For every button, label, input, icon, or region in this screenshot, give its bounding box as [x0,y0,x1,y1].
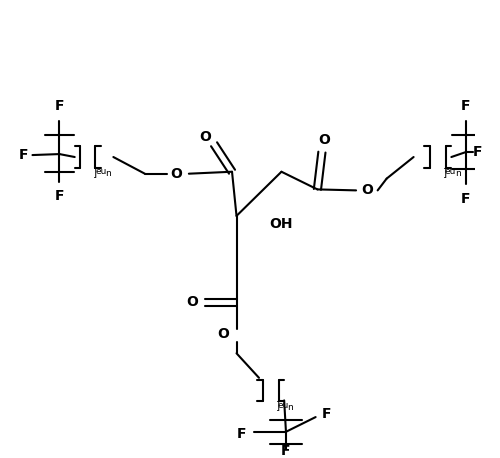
Text: F: F [18,148,28,162]
Text: O: O [217,327,229,341]
Text: eu: eu [278,401,289,410]
Text: n: n [455,169,460,178]
Text: n: n [288,403,294,412]
Text: F: F [281,444,290,458]
Text: O: O [170,167,182,181]
Text: eu: eu [95,167,106,176]
Text: F: F [54,99,64,113]
Text: eu: eu [445,167,456,176]
Text: ]: ] [443,167,447,177]
Text: F: F [461,192,470,206]
Text: O: O [186,295,198,309]
Text: O: O [318,133,330,147]
Text: OH: OH [270,217,293,231]
Text: ]: ] [276,400,280,410]
Text: F: F [472,145,482,159]
Text: F: F [236,427,246,441]
Text: F: F [461,99,470,113]
Text: O: O [361,183,373,197]
Text: ]: ] [94,167,98,177]
Text: O: O [199,131,211,144]
Text: F: F [322,407,331,421]
Text: F: F [54,189,64,203]
Text: n: n [105,169,111,178]
